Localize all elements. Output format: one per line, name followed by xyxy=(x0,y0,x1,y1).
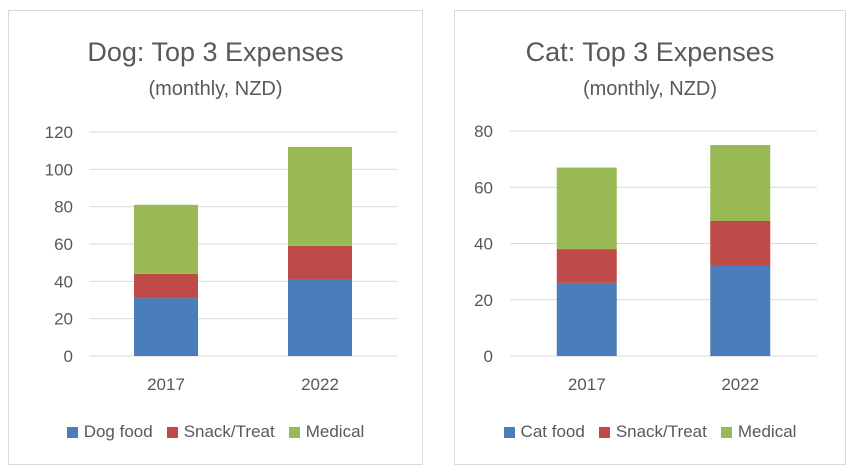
y-tick-label: 20 xyxy=(54,310,73,329)
legend-item-snack-treat: Snack/Treat xyxy=(598,422,707,442)
legend-label: Dog food xyxy=(83,422,153,441)
dog-chart-legend: Dog food Snack/Treat Medical xyxy=(9,422,422,442)
bar-food-2022 xyxy=(710,266,771,356)
dog-chart-panel: Dog: Top 3 Expenses (monthly, NZD) 0 20 40… xyxy=(8,10,423,465)
cat-chart-legend: Cat food Snack/Treat Medical xyxy=(455,422,845,442)
y-tick-label: 100 xyxy=(45,160,73,179)
y-tick-label: 0 xyxy=(484,347,493,366)
cat-chart-title: Cat: Top 3 Expenses xyxy=(525,37,775,67)
legend-swatch-medical xyxy=(720,426,732,438)
x-category-label: 2022 xyxy=(301,375,339,394)
bar-medical-2017 xyxy=(556,167,617,250)
y-tick-label: 80 xyxy=(54,198,73,217)
bar-medical-2017 xyxy=(134,204,198,274)
bar-food-2017 xyxy=(134,298,198,356)
legend-label: Snack/Treat xyxy=(183,422,275,441)
y-tick-label: 0 xyxy=(64,347,73,366)
legend-swatch-medical xyxy=(288,426,300,438)
y-tick-label: 60 xyxy=(474,178,493,197)
x-category-label: 2017 xyxy=(568,375,606,394)
bar-medical-2022 xyxy=(288,146,352,246)
legend-swatch-snack xyxy=(598,426,610,438)
cat-chart-subtitle: (monthly, NZD) xyxy=(582,78,718,100)
x-category-label: 2017 xyxy=(147,375,185,394)
y-tick-label: 20 xyxy=(474,291,493,310)
dog-chart-plot: 0 20 40 60 80 100 120 2017 2022 xyxy=(45,123,397,394)
bar-snack-2017 xyxy=(556,249,617,283)
bar-snack-2017 xyxy=(134,273,198,299)
legend-item-medical: Medical xyxy=(720,422,797,442)
legend-swatch-food xyxy=(66,426,78,438)
legend-label: Medical xyxy=(305,422,365,441)
legend-swatch-snack xyxy=(166,426,178,438)
legend-swatch-food xyxy=(503,426,515,438)
bar-medical-2022 xyxy=(710,145,771,221)
bar-snack-2022 xyxy=(288,245,352,280)
y-tick-label: 40 xyxy=(474,235,493,254)
x-category-label: 2022 xyxy=(721,375,759,394)
legend-label: Medical xyxy=(737,422,797,441)
legend-item-snack-treat: Snack/Treat xyxy=(166,422,275,442)
dog-chart-subtitle: (monthly, NZD) xyxy=(148,78,283,100)
legend-item-dog-food: Dog food xyxy=(66,422,153,442)
legend-item-cat-food: Cat food xyxy=(503,422,585,442)
bar-food-2017 xyxy=(556,282,617,356)
legend-item-medical: Medical xyxy=(288,422,365,442)
legend-label: Cat food xyxy=(520,422,585,441)
y-tick-label: 120 xyxy=(45,123,73,142)
bar-food-2022 xyxy=(288,279,352,356)
y-tick-label: 40 xyxy=(54,272,73,291)
legend-label: Snack/Treat xyxy=(615,422,707,441)
y-tick-label: 80 xyxy=(474,122,493,141)
bar-snack-2022 xyxy=(710,221,771,266)
dog-chart-title: Dog: Top 3 Expenses xyxy=(87,37,344,67)
y-tick-label: 60 xyxy=(54,235,73,254)
cat-chart-panel: Cat: Top 3 Expenses (monthly, NZD) 0 20 40… xyxy=(454,10,846,465)
cat-chart-plot: 0 20 40 60 80 2017 2022 xyxy=(474,122,817,394)
